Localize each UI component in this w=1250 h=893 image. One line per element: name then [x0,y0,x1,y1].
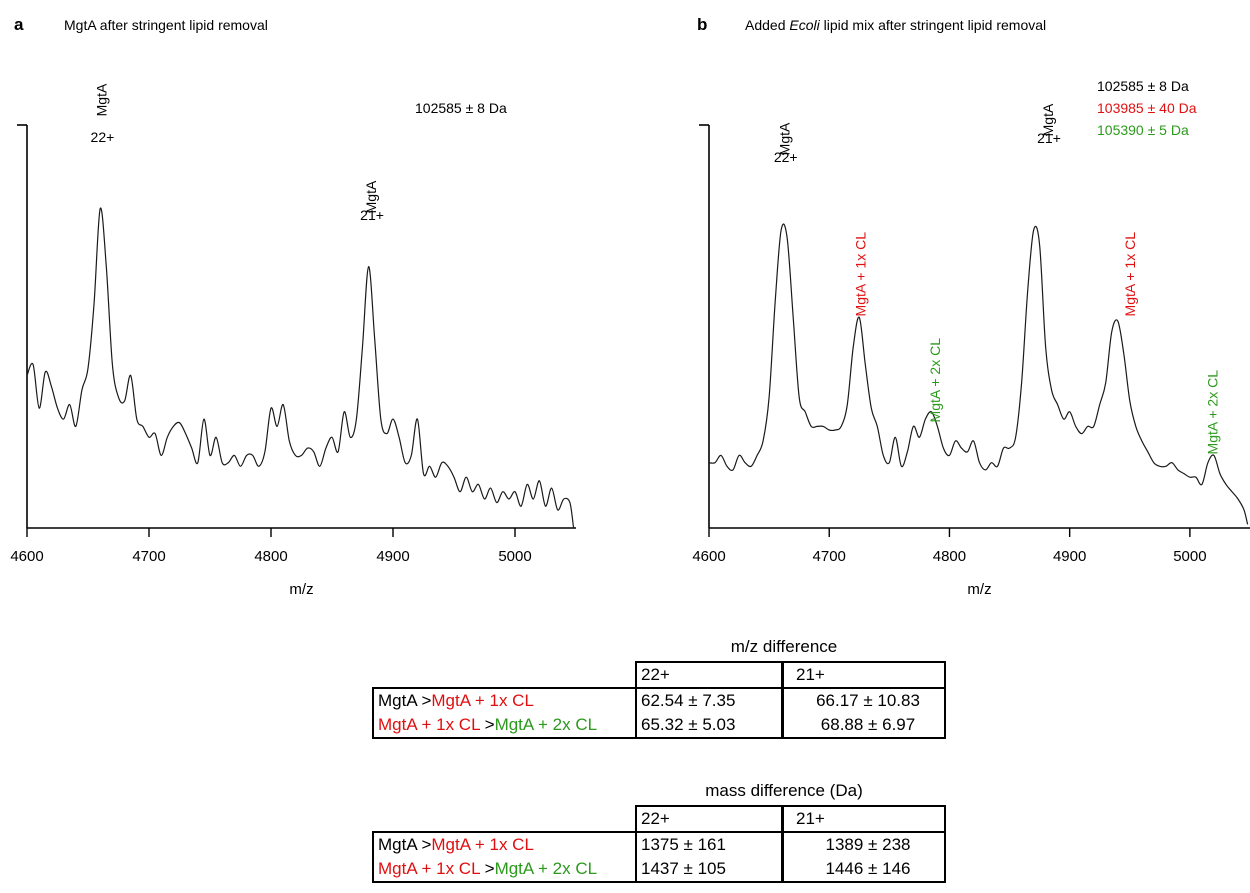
table-row: MgtA >MgtA + 1x CL 1375 ± 161 1389 ± 238 [372,831,946,857]
x-axis-label: m/z [967,581,991,598]
difference-table: 22+ 21+ MgtA >MgtA + 1x CL 1375 ± 161 1389 ±… [372,805,946,883]
table-header-row: 22+ 21+ [373,661,946,688]
row-label-part: MgtA + 1x CL [378,715,480,734]
x-tick-label: 4700 [132,548,165,565]
panel-title-part: MgtA after stringent lipid removal [64,17,268,33]
x-tick-label: 4700 [813,548,846,565]
table-title: mass difference (Da) [705,781,863,800]
table-cell-value: 1375 ± 161 [635,831,783,857]
spectrum-line [26,207,575,529]
x-tick-label: 4900 [1053,548,1086,565]
panel-letter: b [697,15,707,34]
peak-charge-label: 21+ [360,207,384,223]
peak-label: MgtA + 1x CL [1122,232,1138,317]
x-tick-label: 4800 [254,548,287,565]
peak-label: MgtA + 2x CL [927,338,943,423]
row-label-part: MgtA + 1x CL [431,835,534,854]
peak-charge-label: 21+ [1037,130,1061,146]
row-label-part: > [479,715,495,734]
table-column-header: 21+ [781,661,946,688]
peak-label: MgtA [777,122,793,155]
panel-title: MgtA after stringent lipid removal [64,17,268,33]
peak-label: MgtA [1040,103,1056,136]
peak-charge-label: 22+ [91,129,115,145]
table-row-label: MgtA + 1x CL >MgtA + 2x CL [372,713,636,739]
mass-label: 102585 ± 8 Da [1097,78,1189,94]
table-cell-value: 68.88 ± 6.97 [781,713,946,739]
table-corner-cell [373,806,636,832]
x-tick-label: 4600 [692,548,725,565]
table-column-header: 22+ [635,805,783,832]
table-header-row: 22+ 21+ [373,805,946,832]
x-tick-label: 5000 [498,548,531,565]
x-tick-label: 4900 [376,548,409,565]
row-label-part: MgtA + 1x CL [431,691,534,710]
peak-label: MgtA [363,180,379,213]
row-label-part: > [479,859,495,878]
table-row-label: MgtA + 1x CL >MgtA + 2x CL [372,857,636,883]
row-label-part: MgtA + 2x CL [494,715,598,734]
table-cell-value: 1389 ± 238 [781,831,946,857]
table-row-label: MgtA >MgtA + 1x CL [372,687,636,713]
table-row: MgtA + 1x CL >MgtA + 2x CL 1437 ± 105 1446… [372,857,946,883]
table-row: MgtA + 1x CL >MgtA + 2x CL 65.32 ± 5.03 68… [372,713,946,739]
table-cell-value: 65.32 ± 5.03 [635,713,783,739]
peak-charge-label: 22+ [774,149,798,165]
table-column-header: 22+ [635,661,783,688]
mass-label: 105390 ± 5 Da [1097,122,1189,138]
x-tick-label: 5000 [1173,548,1206,565]
panel-title: Added Ecoli lipid mix after stringent li… [745,17,1046,33]
table-row-label: MgtA >MgtA + 1x CL [372,831,636,857]
row-label-part: MgtA + 2x CL [494,859,598,878]
table-cell-value: 62.54 ± 7.35 [635,687,783,713]
table-column-header: 21+ [781,805,946,832]
mass-label: 102585 ± 8 Da [415,100,507,116]
row-label-part: MgtA > [378,835,432,854]
x-tick-label: 4800 [933,548,966,565]
table-row: MgtA >MgtA + 1x CL 62.54 ± 7.35 66.17 ± 10… [372,687,946,713]
mass-label: 103985 ± 40 Da [1097,100,1197,116]
row-label-part: MgtA > [378,691,432,710]
x-axis-label: m/z [289,581,313,598]
panel-title-part: Ecoli [789,17,820,33]
row-label-part: MgtA + 1x CL [378,859,480,878]
panel-title-part: lipid mix after stringent lipid removal [820,17,1046,33]
panel-letter: a [14,15,24,34]
chart-panel-b: b Added Ecoli lipid mix after stringent l… [692,15,1250,598]
peak-label: MgtA + 1x CL [852,232,868,317]
panel-title-part: Added [745,17,789,33]
chart-panel-a: a MgtA after stringent lipid removal 10258… [10,15,576,598]
table-cell-value: 1437 ± 105 [635,857,783,883]
peak-label: MgtA [93,83,109,116]
spectrum-line [708,223,1249,525]
table-cell-value: 66.17 ± 10.83 [781,687,946,713]
table-corner-cell [373,662,636,688]
difference-table: 22+ 21+ MgtA >MgtA + 1x CL 62.54 ± 7.35 66.1… [372,661,946,739]
peak-label: MgtA + 2x CL [1205,370,1221,455]
x-tick-label: 4600 [10,548,43,565]
table-cell-value: 1446 ± 146 [781,857,946,883]
table-title: m/z difference [730,637,838,656]
